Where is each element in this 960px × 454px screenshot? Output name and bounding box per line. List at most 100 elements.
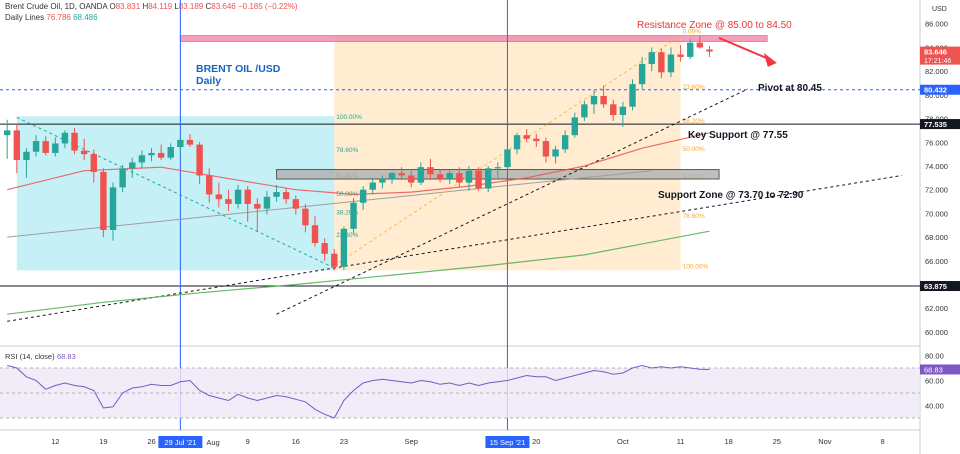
candle-up: [359, 189, 367, 203]
time-tick-label: 26: [147, 437, 155, 446]
candle-up: [629, 84, 636, 107]
rsi-axis-badge-text: 68.83: [924, 365, 943, 374]
candle-down: [215, 194, 223, 200]
price-axis-badge-subtext: 17:21:46: [924, 58, 951, 65]
resistance-arrow-shaft: [718, 37, 772, 61]
trendline: [16, 116, 335, 269]
candle-down: [80, 150, 88, 155]
rsi-axis-badge: [920, 364, 960, 375]
candle-up: [388, 173, 396, 180]
chart-title-line2: Daily: [196, 75, 221, 87]
ohlc-open: 83.831: [115, 2, 141, 11]
candle-up: [369, 182, 376, 190]
fib1-level-label: 100.00%: [336, 114, 362, 121]
daily-line-2-value: 68.486: [73, 13, 98, 22]
candle-up: [32, 141, 40, 152]
rsi-tick-label: 40.00: [925, 402, 944, 411]
candle-up: [177, 139, 184, 148]
candle-down: [196, 144, 203, 176]
price-axis-badge: [920, 84, 960, 95]
price-tick-label: 60.000: [925, 328, 948, 337]
time-tick-label: 23: [340, 437, 348, 446]
fib2-level-label: 78.60%: [683, 213, 705, 220]
candle-down: [244, 189, 251, 204]
candle-down: [90, 154, 97, 172]
resistance-arrow-head: [763, 52, 777, 67]
candle-down: [523, 135, 530, 139]
candle-up: [619, 106, 627, 115]
fib-retracement-1-area: [16, 116, 335, 271]
candles-layer: [4, 35, 713, 271]
candle-up: [4, 130, 11, 136]
price-axis-badge-text: 63.875: [924, 282, 947, 291]
indicator-lines-layer: [0, 0, 920, 430]
time-tick-label: 19: [99, 437, 107, 446]
candle-down: [292, 199, 299, 209]
candle-down: [157, 152, 165, 158]
daily-line-1-value: 76.786: [46, 13, 71, 22]
price-axis-badge: [920, 119, 960, 130]
candle-up: [263, 196, 271, 209]
ohlc-low: 83.189: [178, 2, 204, 11]
pivot-label: Pivot at 80.45: [758, 83, 822, 94]
price-tick-label: 74.000: [925, 162, 948, 171]
candle-down: [610, 104, 617, 115]
time-tick-label: 16: [292, 437, 300, 446]
daily-line: [7, 230, 710, 315]
price-tick-label: 80.000: [925, 91, 948, 100]
date-marker-badge: [158, 436, 203, 448]
ohlc-close-label: C: [205, 2, 212, 11]
fib1-level-label: 23.60%: [336, 232, 358, 239]
price-tick-label: 62.000: [925, 304, 948, 313]
candle-down: [658, 52, 665, 73]
time-tick-label: Sep: [405, 437, 418, 446]
candle-down: [100, 171, 107, 230]
fib2-level-label: 38.20%: [683, 118, 705, 125]
price-axis-badge: [920, 281, 960, 292]
candle-down: [706, 49, 713, 52]
candle-down: [677, 54, 684, 57]
fib2-level-label: 23.60%: [683, 84, 705, 91]
fib2-level-label: 50.00%: [683, 146, 705, 153]
candle-up: [494, 167, 502, 169]
key-support-label: Key Support @ 77.55: [688, 130, 788, 141]
symbol-name: Brent Crude Oil, 1D, OANDA: [5, 2, 108, 11]
price-tick-label: 72.000: [925, 186, 948, 195]
candle-down: [427, 167, 434, 175]
candle-up: [129, 162, 136, 169]
price-axis-badge: [920, 46, 960, 65]
rsi-tick-label: 60.00: [925, 377, 944, 386]
candle-up: [446, 173, 453, 180]
price-tick-label: 86.000: [925, 20, 948, 29]
price-tick-label: 82.000: [925, 67, 948, 76]
candle-down: [321, 243, 328, 254]
price-axis-badge-text: 77.535: [924, 120, 947, 129]
candle-up: [648, 52, 655, 65]
candle-up: [571, 117, 578, 136]
candle-up: [350, 202, 357, 229]
date-marker-badge: [485, 436, 530, 448]
time-tick-label: 20: [532, 437, 540, 446]
annotations-layer: BRENT OIL /USD Daily Resistance Zone @ 8…: [196, 20, 822, 201]
candle-up: [590, 96, 598, 105]
time-tick-label: 18: [725, 437, 733, 446]
candle-down: [42, 141, 49, 153]
daily-lines-label: Daily Lines: [5, 13, 45, 22]
time-tick-label: 25: [773, 437, 781, 446]
candle-down: [302, 208, 309, 226]
support-zone-label: Support Zone @ 73.70 to 72.90: [658, 190, 804, 201]
candle-down: [533, 138, 540, 142]
rsi-line: [7, 364, 710, 419]
candle-down: [408, 175, 415, 183]
rsi-band: [0, 368, 920, 418]
fib1-level-label: 78.60%: [336, 147, 358, 154]
price-tick-label: 66.000: [925, 257, 948, 266]
time-tick-label: Oct: [617, 437, 630, 446]
resistance-zone-label: Resistance Zone @ 85.00 to 84.50: [637, 20, 792, 31]
candle-up: [561, 135, 569, 150]
candle-up: [138, 155, 146, 163]
candle-down: [331, 253, 338, 267]
candle-up: [52, 143, 59, 153]
price-tick-label: 76.000: [925, 138, 948, 147]
